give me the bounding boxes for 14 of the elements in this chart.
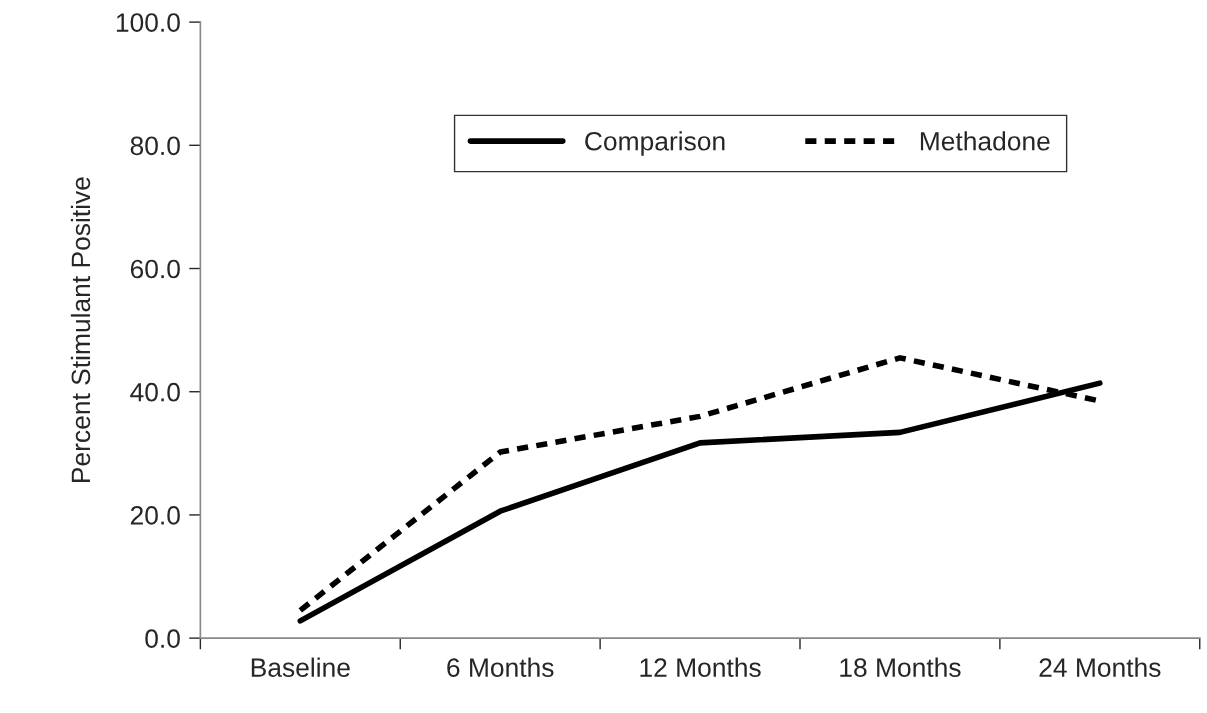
legend-label: Comparison	[585, 131, 725, 156]
x-tick-label: 18 Months	[840, 657, 961, 677]
x-tick-label: 12 Months	[640, 657, 761, 677]
y-tick-label: 20.0	[130, 506, 180, 525]
y-tick-label: 60.0	[130, 259, 180, 279]
y-axis-title: Percent Stimulant Positive	[70, 177, 91, 482]
y-tick-label: 100.0	[116, 13, 180, 32]
x-tick-label: 6 Months	[447, 657, 554, 677]
x-tick-label: 24 Months	[1039, 657, 1161, 677]
legend-label: Methadone	[920, 131, 1050, 151]
x-tick-label: Baseline	[251, 657, 350, 677]
y-tick-label: 80.0	[130, 136, 180, 156]
y-tick-label: 40.0	[130, 382, 180, 402]
y-tick-label: 0.0	[145, 629, 180, 648]
